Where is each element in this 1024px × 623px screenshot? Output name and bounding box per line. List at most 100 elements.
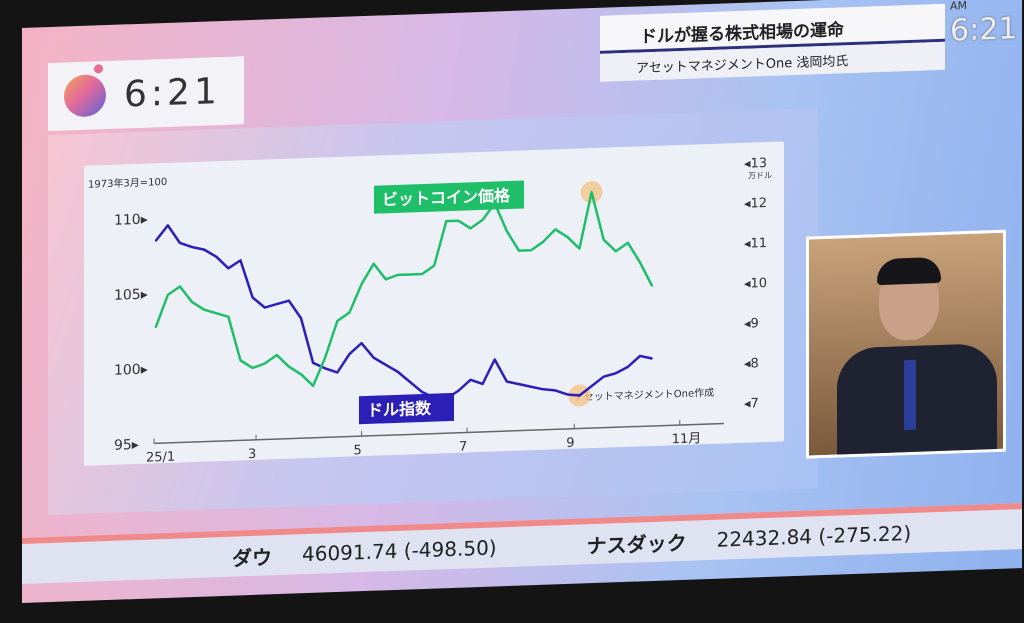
data-point <box>191 246 193 248</box>
channel-logo <box>64 74 106 118</box>
data-point <box>614 372 617 375</box>
x-axis <box>154 422 724 445</box>
right-tick-label: ◂10 <box>744 276 767 292</box>
data-point <box>215 312 218 315</box>
data-point <box>409 381 411 383</box>
data-point <box>312 362 314 364</box>
x-tick-label: 25/1 <box>146 450 175 466</box>
data-point <box>215 255 218 258</box>
data-point <box>578 394 581 397</box>
x-tick-label: 3 <box>248 447 256 462</box>
data-point <box>348 353 351 355</box>
tv-screen: 6:21 ドルが握る株式相場の運命 アセットマネジメントOne 浅岡均氏 AM … <box>22 0 1022 604</box>
data-point <box>288 299 290 302</box>
data-point <box>554 389 557 392</box>
data-point <box>518 249 520 252</box>
series-line-dollar <box>154 224 653 400</box>
data-point <box>251 296 254 299</box>
x-tick-label: 7 <box>459 439 467 454</box>
presenter-video <box>806 229 1006 459</box>
data-point <box>506 380 508 383</box>
data-point <box>275 354 278 356</box>
data-point <box>251 367 254 369</box>
data-point <box>397 371 399 373</box>
data-point <box>469 379 472 381</box>
data-point <box>179 242 181 244</box>
ticker-name: ナスダック <box>586 530 687 558</box>
data-point <box>324 356 327 359</box>
data-point <box>457 219 460 222</box>
chart-area: 1973年3月=100 95▸ 100▸ 105▸ 110▸ ◂7 ◂8 ◂9 ◂10 ◂11 ◂1… <box>84 141 784 466</box>
right-tick-label: ◂13 <box>744 156 767 172</box>
corner-label: AM <box>950 0 968 13</box>
data-point <box>639 355 641 357</box>
right-tick-label: ◂11 <box>744 236 767 252</box>
ticker-value: 22432.84 (-275.22) <box>716 520 912 552</box>
data-point <box>651 357 653 360</box>
left-tick-label: 105▸ <box>114 287 148 304</box>
data-point <box>445 220 448 222</box>
data-point <box>506 230 508 232</box>
data-point <box>542 241 544 243</box>
data-point <box>481 383 484 385</box>
data-point <box>493 358 496 361</box>
data-point <box>639 261 641 264</box>
right-tick-label: ◂7 <box>744 396 759 412</box>
data-point <box>578 247 581 250</box>
ticker-value: 46091.74 (-498.50) <box>302 535 497 567</box>
data-point <box>360 342 363 344</box>
x-tick-label: 5 <box>354 443 362 458</box>
right-tick-label: ◂8 <box>744 356 759 372</box>
ticker-name: ダウ <box>232 544 272 571</box>
data-point <box>239 259 242 262</box>
clock-time: 6:21 <box>124 70 221 115</box>
corner-clock: AM 6:21 <box>950 0 1020 49</box>
data-point <box>372 262 375 265</box>
data-point <box>627 366 629 368</box>
data-point <box>312 385 314 387</box>
data-point <box>384 363 387 366</box>
line-chart: 1973年3月=100 95▸ 100▸ 105▸ 110▸ ◂7 ◂8 ◂9 ◂10 ◂11 ◂1… <box>88 156 772 466</box>
data-point <box>554 228 557 231</box>
clock-box: 6:21 <box>48 56 244 132</box>
data-point <box>227 267 230 270</box>
data-point <box>566 236 569 238</box>
data-point <box>239 359 242 362</box>
x-tick-label: 9 <box>566 436 574 451</box>
data-point <box>167 224 169 227</box>
data-point <box>275 303 278 305</box>
data-point <box>348 311 351 314</box>
data-point <box>324 367 327 370</box>
data-point <box>263 306 266 309</box>
series-label: ドル指数 <box>367 399 432 420</box>
series-label-box <box>359 392 454 425</box>
stock-ticker: ダウ 46091.74 (-498.50) ナスダック 22432.84 (-2… <box>22 503 1022 584</box>
data-point <box>227 315 230 318</box>
data-point <box>203 308 205 311</box>
data-point <box>481 219 484 221</box>
series-label-box <box>374 180 524 214</box>
data-point <box>542 388 544 391</box>
data-point <box>397 274 399 276</box>
data-point <box>590 191 593 193</box>
left-tick-label: 110▸ <box>114 212 148 229</box>
data-point <box>336 371 339 374</box>
x-tick-label: 11月 <box>672 431 702 447</box>
data-point <box>590 385 593 387</box>
left-axis-note: 1973年3月=100 <box>88 175 167 191</box>
data-point <box>203 248 205 251</box>
data-point <box>300 317 302 320</box>
series-label: ビットコイン価格 <box>382 186 511 209</box>
data-point <box>336 320 339 322</box>
data-point <box>602 375 605 378</box>
data-point <box>154 326 157 329</box>
right-tick-label: ◂9 <box>744 316 759 332</box>
data-point <box>360 283 363 285</box>
data-point <box>372 356 375 359</box>
data-point <box>167 294 169 296</box>
right-tick-label: ◂12 <box>744 196 767 212</box>
data-point <box>651 285 653 287</box>
left-tick-label: 100▸ <box>114 362 148 379</box>
source-label: アセットマネジメントOne作成 <box>574 387 714 404</box>
data-point <box>530 385 532 388</box>
